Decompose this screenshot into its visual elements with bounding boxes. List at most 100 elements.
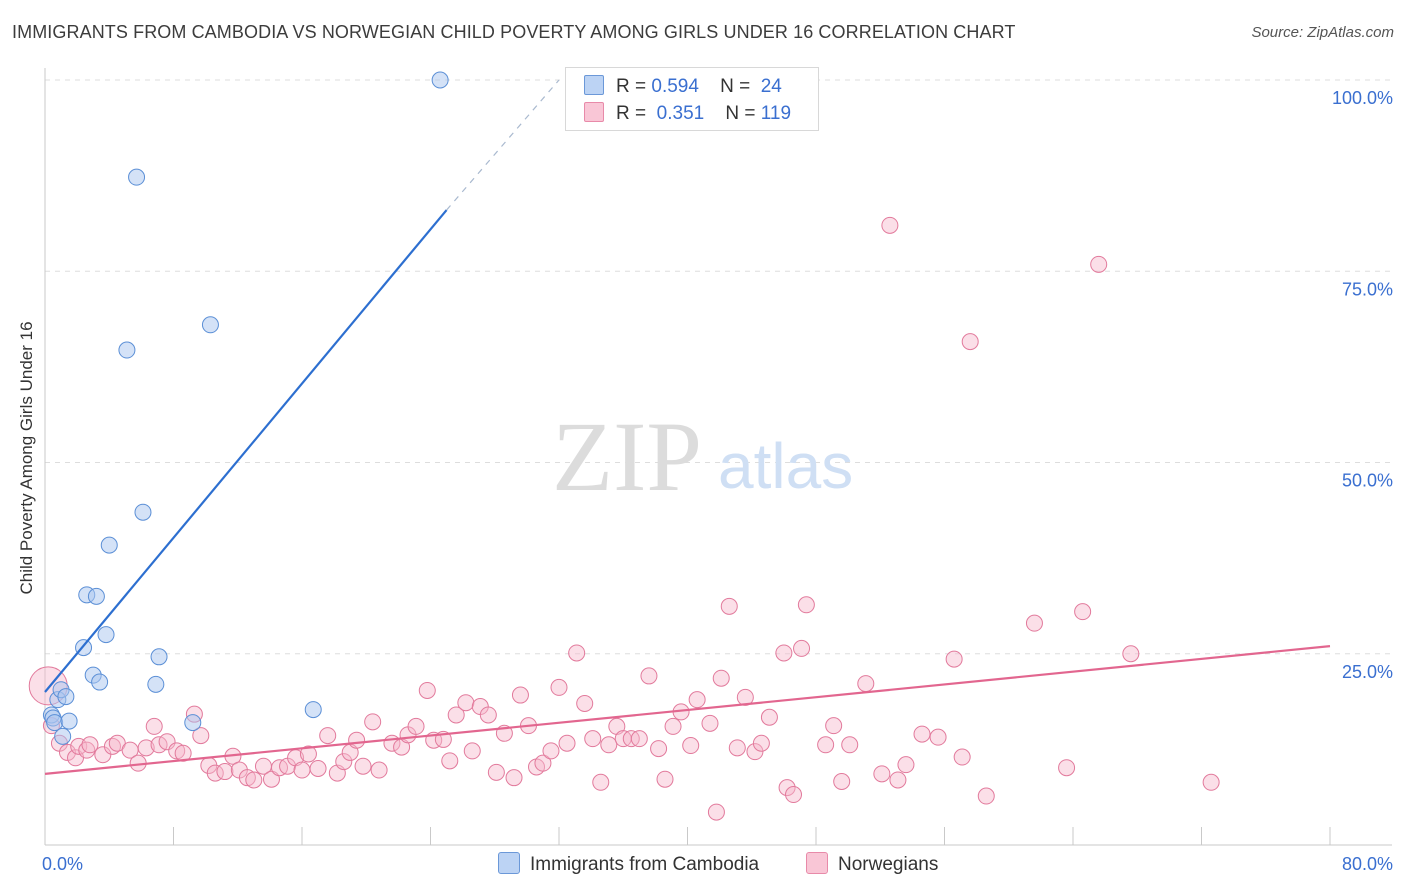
norwegians-trend-line — [44, 645, 1331, 775]
norwegians-point — [487, 763, 505, 781]
cambodia-point — [128, 168, 146, 186]
norwegians-point — [137, 739, 155, 757]
norwegians-point — [712, 669, 730, 687]
norwegians-point — [457, 694, 475, 712]
correlation-legend: R = 0.594 N = 24 R = 0.351 N = 119 — [565, 67, 819, 131]
y-tick-label: 25.0% — [1342, 662, 1393, 682]
legend-n-label: N = — [720, 76, 751, 97]
norwegians-point — [348, 731, 366, 749]
cambodia-point — [147, 675, 165, 693]
norwegians-point — [977, 787, 995, 805]
x-tick-label: 0.0% — [42, 854, 83, 874]
norwegians-point — [1090, 255, 1108, 273]
legend-n-value: 24 — [760, 76, 782, 97]
cambodia-point — [91, 673, 109, 691]
trend-lines — [44, 79, 1331, 775]
norwegians-point — [825, 717, 843, 735]
norwegians-point — [752, 734, 770, 752]
norwegians-point — [511, 686, 529, 704]
norwegians-point — [945, 650, 963, 668]
cambodia-point — [87, 587, 105, 605]
y-tick-label: 100.0% — [1332, 88, 1393, 108]
norwegians-point — [407, 717, 425, 735]
norwegians-point — [1025, 614, 1043, 632]
tick-labels: 25.0% 50.0% 75.0% 100.0% 0.0% 80.0% — [42, 88, 1393, 874]
legend-r-value: 0.351 — [656, 103, 705, 124]
legend-r-label: R = — [616, 76, 647, 97]
norwegians-point — [701, 714, 719, 732]
watermark-atlas: atlas — [718, 430, 853, 502]
norwegians-point — [913, 725, 931, 743]
x-tick-label: 80.0% — [1342, 854, 1393, 874]
norwegians-point — [682, 737, 700, 755]
norwegians-point — [841, 736, 859, 754]
norwegians-point — [192, 727, 210, 745]
norwegians-point — [873, 765, 891, 783]
cambodia-point — [150, 648, 168, 666]
norwegians-point — [479, 706, 497, 724]
legend-n-value: 119 — [760, 103, 792, 124]
norwegians-point — [650, 740, 668, 758]
cambodia-trend-line — [44, 209, 448, 693]
norwegians-point — [881, 216, 899, 234]
norwegians-point — [961, 333, 979, 351]
norwegians-point — [238, 769, 256, 787]
watermark-zip: ZIP — [552, 401, 702, 512]
norwegians-point — [463, 742, 481, 760]
series-swatch-blue — [498, 852, 520, 874]
gridlines — [45, 79, 1392, 655]
y-tick-label: 50.0% — [1342, 471, 1393, 491]
norwegians-point — [664, 717, 682, 735]
norwegians-point — [793, 639, 811, 657]
y-tick-label: 75.0% — [1342, 279, 1393, 299]
legend-swatch-pink — [584, 102, 604, 122]
norwegians-point — [370, 761, 388, 779]
norwegians-point — [736, 688, 754, 706]
norwegians-point — [1074, 603, 1092, 621]
cambodia-point — [184, 714, 202, 732]
norwegians-point — [534, 754, 552, 772]
norwegians-point — [929, 728, 947, 746]
norwegians-point — [145, 717, 163, 735]
norwegians-point — [505, 769, 523, 787]
y-axis-label: Child Poverty Among Girls Under 16 — [17, 321, 36, 594]
norwegians-point — [600, 736, 618, 754]
norwegians-point — [720, 597, 738, 615]
legend-row-norwegians: R = 0.351 N = 119 — [584, 102, 791, 126]
norwegians-point — [103, 737, 121, 755]
norwegians-point — [299, 745, 317, 763]
norwegians-point — [897, 756, 915, 774]
norwegians-point — [418, 681, 436, 699]
series-legend-cambodia: Immigrants from Cambodia — [498, 852, 759, 876]
norwegians-point — [550, 678, 568, 696]
norwegians-point — [94, 746, 112, 764]
norwegians-point — [760, 708, 778, 726]
norwegians-point — [728, 739, 746, 757]
chart-title: IMMIGRANTS FROM CAMBODIA VS NORWEGIAN CH… — [12, 22, 1016, 42]
norwegians-point — [746, 743, 764, 761]
cambodia-point — [54, 727, 72, 745]
norwegians-point — [656, 770, 674, 788]
norwegians-point — [78, 741, 96, 759]
cambodia-point — [201, 316, 219, 334]
norwegians-point — [216, 763, 234, 781]
norwegians-point — [542, 742, 560, 760]
cambodia-point — [431, 71, 449, 89]
legend-n-label: N = — [725, 103, 756, 124]
cambodia-point — [100, 536, 118, 554]
norwegians-point — [797, 596, 815, 614]
norwegians-point — [775, 644, 793, 662]
norwegians-point — [354, 757, 372, 775]
cambodia-point — [60, 712, 78, 730]
legend-r-label: R = — [616, 103, 647, 124]
norwegians-point — [441, 752, 459, 770]
norwegians-point — [953, 748, 971, 766]
norwegians-point — [584, 730, 602, 748]
norwegians-point — [707, 803, 725, 821]
legend-swatch-blue — [584, 75, 604, 95]
norwegians-point — [592, 773, 610, 791]
norwegians-point — [630, 730, 648, 748]
cambodia-point — [118, 341, 136, 359]
series-swatch-pink — [806, 852, 828, 874]
